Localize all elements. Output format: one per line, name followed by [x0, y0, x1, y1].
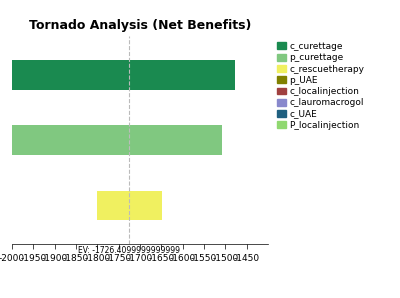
Legend: c_curettage, p_curettage, c_rescuetherapy, p_UAE, c_localinjection, c_lauromacro: c_curettage, p_curettage, c_rescuetherap…: [275, 40, 366, 132]
Title: Tornado Analysis (Net Benefits): Tornado Analysis (Net Benefits): [29, 19, 251, 32]
Bar: [12, 125, 222, 155]
Bar: [97, 191, 162, 220]
Text: EV: -1726.4099999999999: EV: -1726.4099999999999: [78, 246, 180, 255]
Bar: [12, 60, 235, 89]
